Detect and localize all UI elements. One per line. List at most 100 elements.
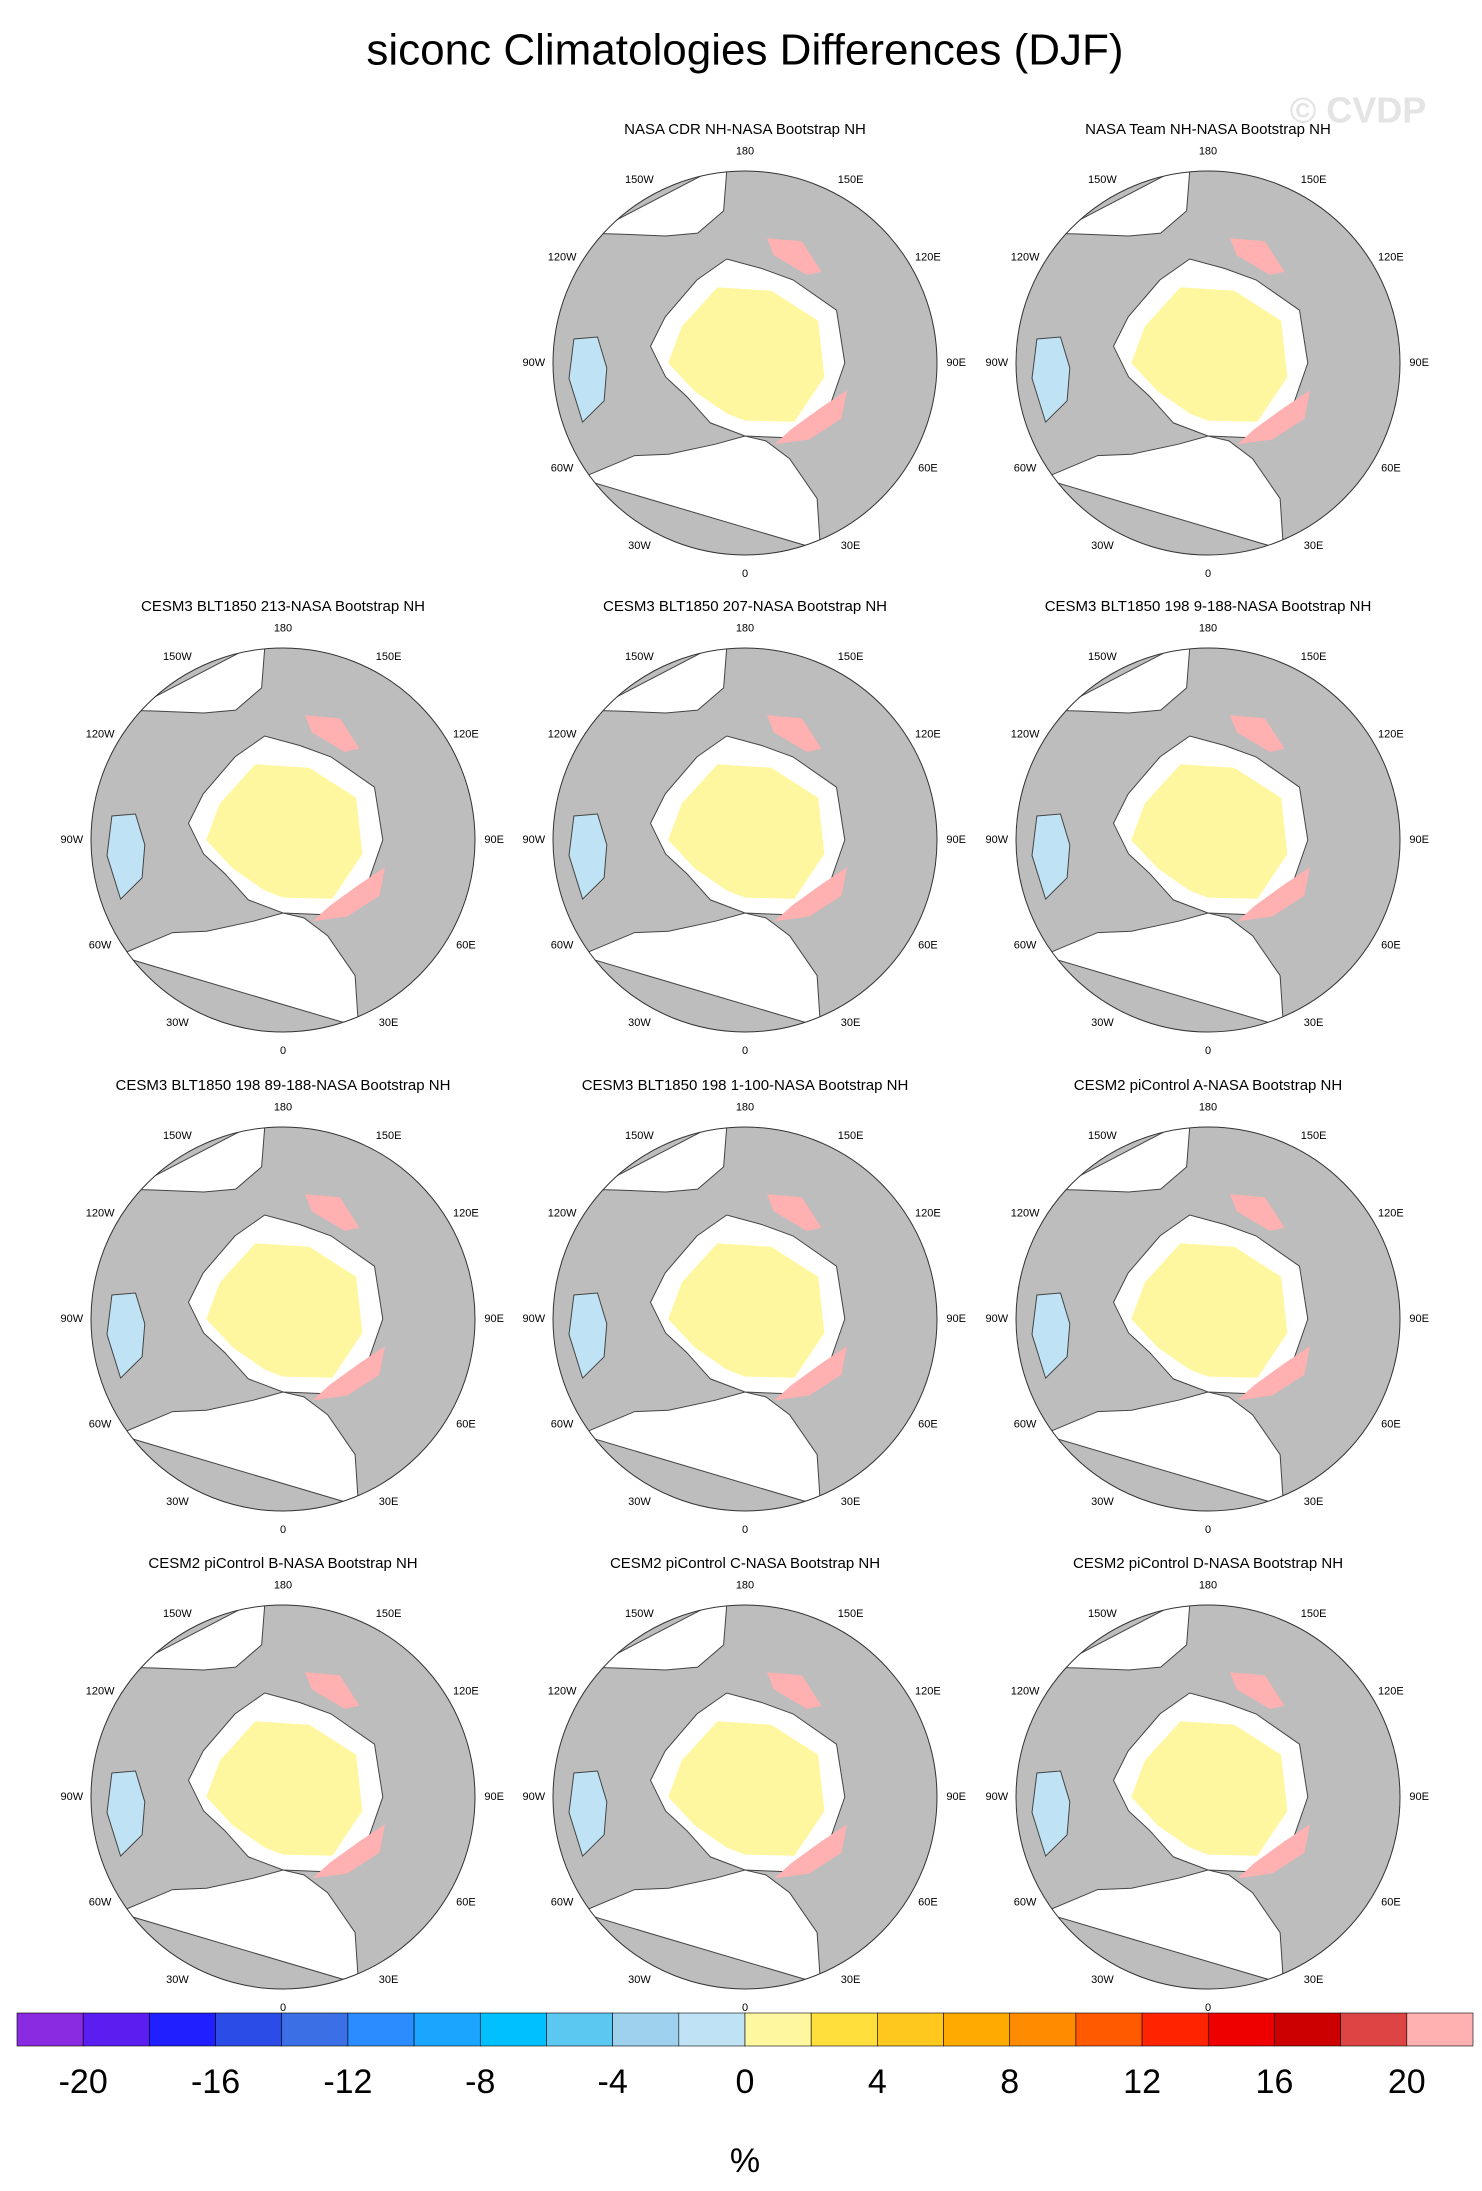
colorbar-box: [1009, 2012, 1077, 2047]
ocean: [568, 336, 608, 424]
lon-label: 60E: [1381, 1897, 1401, 1909]
lon-label: 150E: [376, 1130, 402, 1142]
lon-label: 60W: [1014, 1419, 1037, 1431]
map-panel: NASA CDR NH-NASA Bootstrap NH 0 30E 60E 90E 1…: [522, 121, 966, 580]
figure-title: siconc Climatologies Differences (DJF): [366, 26, 1123, 75]
lon-label: 120W: [1011, 251, 1040, 263]
ocean: [578, 1869, 822, 1985]
panel-title: CESM3 BLT1850 198 89-188-NASA Bootstrap …: [116, 1077, 451, 1094]
sea-ice: [305, 1194, 360, 1231]
colorbar-box: [1406, 2012, 1474, 2047]
lon-label: 90W: [522, 834, 545, 846]
lon-label: 180: [1199, 1580, 1217, 1592]
sea-ice: [774, 1346, 847, 1401]
sea-ice: [767, 715, 822, 752]
lon-label: 120E: [1378, 1207, 1404, 1219]
lon-label: 90E: [1409, 357, 1429, 369]
lon-label: 180: [274, 1580, 292, 1592]
lon-label: 150E: [1301, 174, 1327, 186]
lon-label: 30W: [628, 1496, 651, 1508]
ocean: [1031, 813, 1071, 901]
lon-label: 120W: [548, 1685, 577, 1697]
lon-label: 150W: [625, 1608, 654, 1620]
lon-label: 180: [736, 623, 754, 635]
colorbar-box: [1340, 2012, 1408, 2047]
panel-title: CESM2 piControl B-NASA Bootstrap NH: [148, 1555, 417, 1572]
sea-ice: [312, 1346, 385, 1401]
lon-label: 0: [280, 1045, 286, 1057]
lon-label: 0: [742, 568, 748, 580]
lon-label: 120E: [1378, 251, 1404, 263]
colorbar-box: [281, 2012, 349, 2047]
lon-label: 120E: [453, 1207, 479, 1219]
lon-label: 150W: [625, 1130, 654, 1142]
map-border: [90, 1604, 476, 1990]
lon-label: 90E: [1409, 834, 1429, 846]
ocean: [568, 1770, 608, 1858]
colorbar-tick-label: -12: [323, 2063, 372, 2101]
colorbar-box: [1207, 2012, 1275, 2047]
colorbar: -20 -16 -12 -8 -4 0 4 8 12 16 20%: [16, 2012, 1474, 2180]
sea-ice: [767, 238, 822, 275]
colorbar-box: [149, 2012, 216, 2047]
lon-label: 120E: [915, 728, 941, 740]
sea-ice: [774, 867, 847, 922]
ocean: [578, 912, 822, 1028]
colorbar-box: [1274, 2012, 1341, 2047]
colorbar-box: [546, 2012, 613, 2047]
ocean: [568, 813, 608, 901]
lon-label: 60E: [1381, 463, 1401, 475]
sea-ice: [1230, 238, 1285, 275]
lon-label: 30E: [841, 1017, 861, 1029]
lon-label: 0: [280, 1524, 286, 1536]
map-border: [552, 1126, 938, 1512]
lon-label: 150W: [1088, 651, 1117, 663]
colorbar-tick-label: 0: [736, 2063, 755, 2101]
lon-label: 30W: [1091, 540, 1114, 552]
ocean: [578, 1391, 822, 1507]
lon-label: 60E: [1381, 940, 1401, 952]
sea-ice: [206, 764, 363, 899]
lon-label: 60W: [89, 940, 112, 952]
map-border: [1015, 1126, 1401, 1512]
lon-label: 150E: [838, 1608, 864, 1620]
lon-label: 30W: [1091, 1496, 1114, 1508]
lon-label: 180: [1199, 623, 1217, 635]
lon-label: 30E: [1304, 1496, 1324, 1508]
lon-label: 30W: [166, 1974, 189, 1986]
sea-ice: [305, 715, 360, 752]
map-border: [90, 1126, 476, 1512]
lon-label: 30E: [841, 540, 861, 552]
colorbar-box: [943, 2012, 1011, 2047]
sea-ice: [206, 1243, 363, 1378]
lon-label: 150E: [838, 174, 864, 186]
sea-ice: [1131, 1243, 1288, 1378]
sea-ice: [668, 1243, 825, 1378]
lon-label: 150W: [1088, 1608, 1117, 1620]
colorbar-tick-label: -8: [465, 2063, 495, 2101]
lon-label: 150W: [1088, 174, 1117, 186]
sea-ice: [206, 1721, 363, 1856]
lon-label: 120E: [915, 1207, 941, 1219]
lon-label: 120W: [1011, 1207, 1040, 1219]
ocean: [1031, 336, 1071, 424]
lon-label: 120E: [453, 1685, 479, 1697]
lon-label: 90E: [484, 1313, 504, 1325]
lon-label: 30E: [841, 1496, 861, 1508]
panel-title: CESM3 BLT1850 198 1-100-NASA Bootstrap N…: [582, 1077, 909, 1094]
lon-label: 0: [280, 2002, 286, 2014]
map-panel: CESM2 piControl A-NASA Bootstrap NH 0 30E 6…: [985, 1077, 1429, 1536]
lon-label: 60W: [89, 1419, 112, 1431]
lon-label: 120W: [548, 251, 577, 263]
colorbar-box: [479, 2012, 547, 2047]
map-border: [1015, 170, 1401, 556]
sea-ice: [1131, 287, 1288, 422]
lon-label: 90E: [484, 834, 504, 846]
lon-label: 90W: [985, 1313, 1008, 1325]
lon-label: 30E: [379, 1496, 399, 1508]
colorbar-tick-label: 4: [868, 2063, 887, 2101]
lon-label: 0: [1205, 1045, 1211, 1057]
lon-label: 0: [742, 1524, 748, 1536]
lon-label: 120E: [915, 1685, 941, 1697]
lon-label: 90W: [60, 834, 83, 846]
